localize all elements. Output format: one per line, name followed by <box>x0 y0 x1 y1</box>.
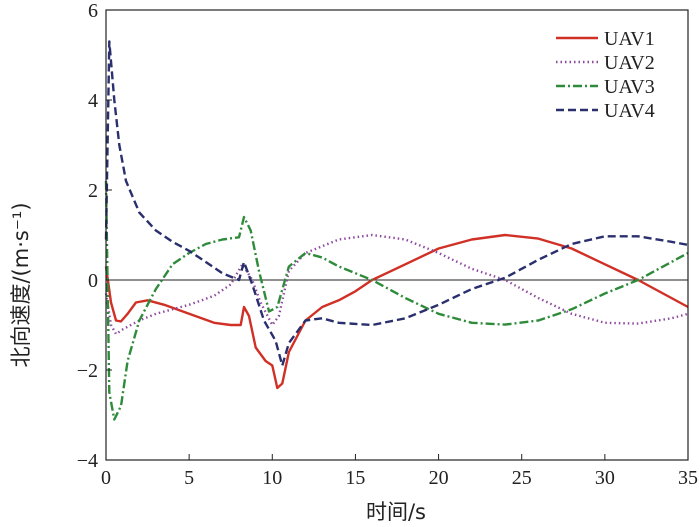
y-tick-label: 6 <box>88 0 98 22</box>
legend-label-uav3: UAV3 <box>604 76 655 98</box>
series-line-uav4 <box>104 40 689 367</box>
x-tick-label: 35 <box>678 467 698 489</box>
series-line-uav1 <box>104 233 689 390</box>
x-axis-label: 时间/s <box>366 500 426 524</box>
x-tick-label: 5 <box>184 467 194 489</box>
x-tick-label: 30 <box>595 467 615 489</box>
x-tick-label: 20 <box>429 467 449 489</box>
legend-label-uav2: UAV2 <box>604 52 655 74</box>
x-tick-label: 10 <box>262 467 282 489</box>
series-line-uav3 <box>104 180 689 421</box>
x-tick-label: 15 <box>345 467 365 489</box>
y-tick-label: −4 <box>77 450 98 472</box>
x-tick-label: 25 <box>512 467 532 489</box>
y-tick-label: 4 <box>88 90 98 112</box>
y-tick-label: 0 <box>88 270 98 292</box>
y-tick-label: −2 <box>77 360 98 382</box>
series-line-uav2 <box>104 233 689 336</box>
legend-label-uav4: UAV4 <box>604 100 655 122</box>
legend-label-uav1: UAV1 <box>604 28 655 50</box>
y-axis-label: 北向速度/(m·s⁻¹) <box>9 202 33 367</box>
y-tick-label: 2 <box>88 180 98 202</box>
x-tick-label: 0 <box>101 467 111 489</box>
plot-frame <box>105 9 689 461</box>
